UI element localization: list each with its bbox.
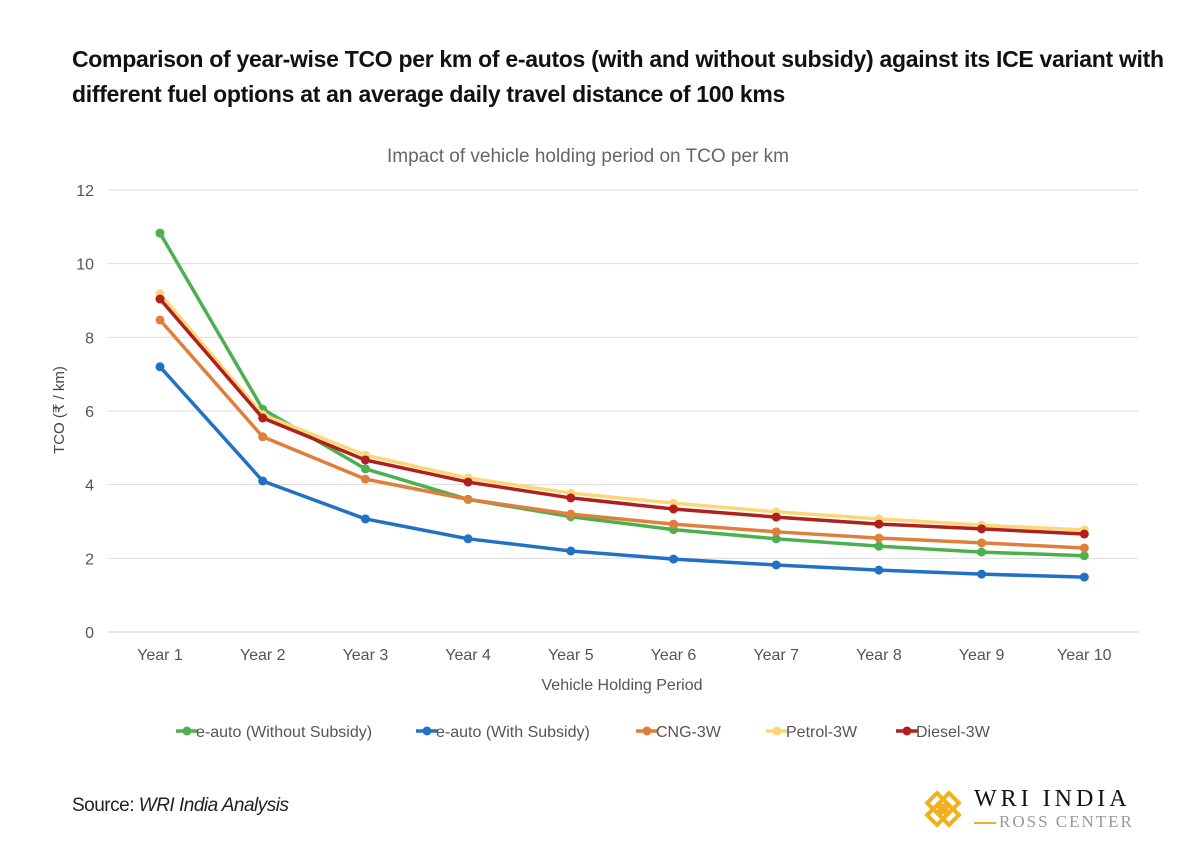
- series-CNG-3W: [155, 315, 1089, 553]
- x-tick-label: Year 1: [137, 647, 183, 664]
- data-point: [360, 514, 370, 524]
- data-point: [977, 569, 987, 579]
- x-tick-label: Year 10: [1057, 647, 1112, 664]
- data-point: [258, 476, 268, 486]
- data-point: [566, 493, 576, 503]
- data-point: [1079, 551, 1089, 561]
- legend-label: e-auto (With Subsidy): [436, 724, 590, 741]
- x-tick-label: Year 2: [240, 647, 286, 664]
- data-point: [771, 560, 781, 570]
- x-axis-label: Vehicle Holding Period: [542, 677, 703, 694]
- source-value: WRI India Analysis: [138, 795, 289, 816]
- x-tick-label: Year 3: [343, 647, 389, 664]
- series-e-auto (Without Subsidy): [155, 228, 1089, 561]
- series-line: [158, 232, 1085, 558]
- legend-label: Petrol-3W: [786, 724, 858, 741]
- data-point: [874, 519, 884, 529]
- wri-india-logo: WRI INDIA ROSS CENTER: [918, 784, 1148, 834]
- y-axis-label: TCO (₹ / km): [51, 366, 68, 454]
- data-point: [258, 432, 268, 442]
- data-point: [360, 464, 370, 474]
- legend-item: e-auto (With Subsidy): [416, 724, 590, 741]
- data-point: [1079, 572, 1089, 582]
- data-point: [771, 512, 781, 522]
- data-point: [155, 294, 165, 304]
- data-point: [669, 504, 678, 514]
- series-line: [158, 292, 1085, 532]
- data-point: [669, 519, 678, 529]
- legend-item: e-auto (Without Subsidy): [176, 724, 372, 741]
- data-point: [463, 534, 473, 544]
- series-Petrol-3W: [155, 289, 1089, 535]
- y-tick-label: 6: [85, 404, 94, 421]
- data-point: [977, 524, 987, 534]
- data-point: [874, 541, 884, 551]
- x-tick-label: Year 5: [548, 647, 594, 664]
- data-point: [463, 494, 473, 504]
- x-tick-label: Year 9: [959, 647, 1005, 664]
- data-point: [258, 413, 268, 423]
- logo-main-text: WRI INDIA: [974, 786, 1131, 812]
- data-point: [360, 474, 370, 484]
- y-tick-label: 8: [85, 330, 94, 347]
- x-tick-label: Year 7: [753, 647, 799, 664]
- legend-label: CNG-3W: [656, 724, 722, 741]
- data-point: [155, 228, 165, 238]
- y-tick-label: 10: [76, 257, 94, 274]
- data-point: [360, 455, 370, 465]
- legend-marker: [772, 726, 782, 736]
- data-point: [1079, 543, 1089, 553]
- y-tick-label: 2: [85, 551, 94, 568]
- series-Diesel-3W: [155, 294, 1089, 539]
- data-point: [977, 547, 987, 557]
- source-label: Source:: [72, 795, 139, 816]
- series-line: [158, 297, 1085, 536]
- data-point: [566, 509, 576, 519]
- data-point: [155, 315, 165, 325]
- chart-title: Impact of vehicle holding period on TCO …: [387, 146, 789, 167]
- legend-item: CNG-3W: [636, 724, 722, 741]
- legend-marker: [422, 726, 432, 736]
- y-tick-label: 12: [76, 183, 94, 200]
- legend-label: Diesel-3W: [916, 724, 991, 741]
- data-point: [771, 527, 781, 537]
- x-tick-label: Year 4: [445, 647, 491, 664]
- legend-item: Petrol-3W: [766, 724, 858, 741]
- logo-sub-text: ROSS CENTER: [974, 812, 1134, 832]
- series-line: [158, 318, 1085, 550]
- data-point: [1079, 529, 1089, 539]
- legend-marker: [902, 726, 912, 736]
- data-point: [977, 538, 987, 548]
- data-point: [669, 554, 678, 564]
- weave-logo-icon: [924, 790, 962, 828]
- legend-label: e-auto (Without Subsidy): [196, 724, 372, 741]
- x-tick-label: Year 8: [856, 647, 902, 664]
- legend-marker: [642, 726, 652, 736]
- y-tick-label: 0: [85, 625, 94, 642]
- y-tick-label: 4: [85, 478, 94, 495]
- series-line: [158, 365, 1085, 579]
- legend-marker: [182, 726, 192, 736]
- page-title: Comparison of year-wise TCO per km of e-…: [72, 46, 1164, 107]
- data-point: [771, 534, 781, 544]
- data-point: [566, 546, 576, 556]
- data-point: [874, 533, 884, 543]
- x-tick-label: Year 6: [651, 647, 697, 664]
- source-note: Source: WRI India Analysis: [72, 795, 289, 817]
- data-point: [463, 477, 473, 487]
- series-e-auto (With Subsidy): [155, 362, 1089, 582]
- legend-item: Diesel-3W: [896, 724, 991, 741]
- data-point: [155, 362, 165, 372]
- data-point: [874, 565, 884, 575]
